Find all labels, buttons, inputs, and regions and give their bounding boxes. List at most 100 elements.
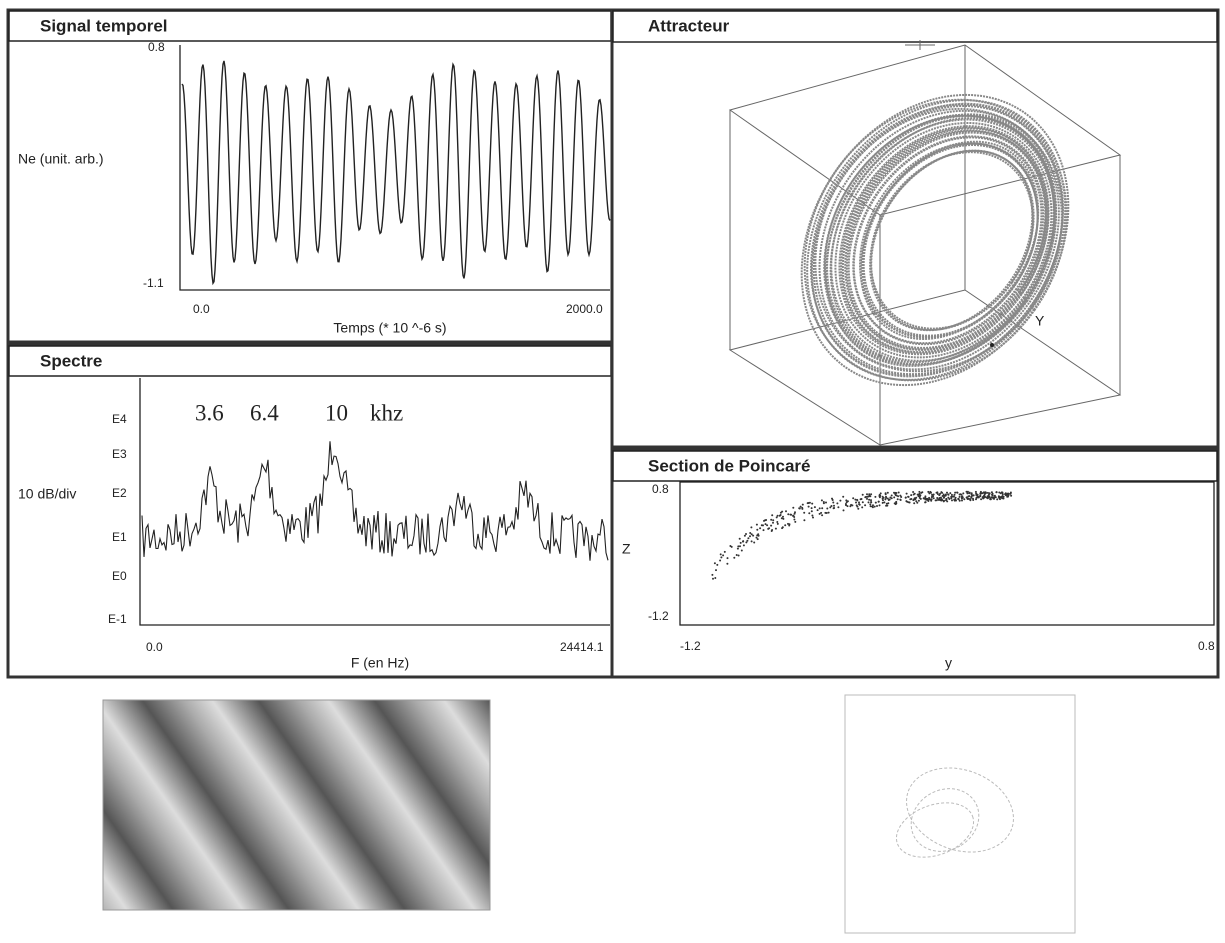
dot: [852, 497, 855, 500]
dot: [756, 538, 759, 541]
dot: [827, 511, 830, 514]
dot: [982, 495, 985, 498]
dot: [733, 556, 736, 559]
title-bar: [8, 345, 612, 377]
dot: [723, 550, 726, 553]
dot: [930, 496, 933, 499]
dot: [975, 498, 977, 501]
dot: [855, 501, 857, 504]
dot: [778, 514, 781, 517]
dot: [742, 540, 745, 543]
dot: [857, 507, 860, 510]
dot: [714, 577, 717, 579]
dot: [764, 519, 767, 522]
dot: [813, 506, 816, 509]
dot: [928, 492, 931, 495]
dot: [737, 545, 740, 548]
signal-trace: [181, 60, 611, 286]
dot: [990, 491, 993, 494]
spectrum-trace: [141, 441, 609, 561]
dot: [999, 492, 1002, 495]
dot: [780, 517, 783, 520]
poincare-points: [711, 490, 1013, 580]
dot: [839, 499, 842, 502]
y-tick-label: 0.8: [652, 482, 669, 496]
x-axis-label: F (en Hz): [351, 655, 409, 671]
dot: [954, 496, 957, 499]
dot: [998, 496, 1001, 499]
dot: [757, 534, 760, 537]
poincare-panel: [610, 448, 1220, 679]
dot: [776, 521, 779, 523]
dot: [842, 495, 845, 498]
dot: [770, 518, 773, 521]
x-tick-label: 0.0: [193, 302, 210, 316]
axes: [179, 45, 610, 291]
dot: [752, 534, 755, 537]
dot: [940, 491, 943, 494]
dot: [912, 491, 915, 493]
dot: [794, 511, 796, 514]
dot: [739, 545, 741, 548]
dot: [869, 505, 872, 508]
dot: [798, 507, 801, 510]
dot: [989, 498, 992, 501]
dot: [917, 499, 920, 502]
curve: [895, 802, 975, 858]
dot: [981, 492, 984, 495]
dot: [738, 537, 741, 540]
dot: [806, 502, 809, 505]
dot: [846, 500, 849, 503]
plot-frame: [679, 481, 1215, 626]
trajectory-loop: [870, 149, 1035, 331]
dot: [894, 502, 897, 505]
y-tick-label: -1.2: [648, 609, 669, 623]
dot: [871, 505, 874, 508]
dot: [972, 499, 975, 501]
dot: [992, 497, 995, 500]
dot: [961, 499, 963, 502]
panel-title: Attracteur: [648, 16, 730, 35]
x-tick-label: 2000.0: [566, 302, 603, 316]
dot: [966, 492, 969, 495]
dot: [985, 496, 988, 499]
dot: [870, 501, 873, 503]
dot: [792, 506, 795, 509]
dot: [782, 517, 785, 520]
dot: [808, 512, 811, 515]
dot: [928, 498, 931, 501]
dot: [967, 495, 970, 498]
dot: [998, 491, 1001, 494]
dot: [906, 500, 909, 503]
dot: [1010, 494, 1013, 497]
dot: [970, 492, 973, 495]
dot: [1006, 495, 1009, 498]
trajectory-loop: [829, 117, 1055, 364]
annotation: 10: [325, 400, 348, 425]
x-tick-label: 0.0: [146, 640, 163, 654]
dot: [833, 504, 835, 507]
dot: [965, 490, 968, 493]
dot: [918, 496, 921, 499]
dot: [811, 514, 814, 517]
dot: [917, 495, 920, 498]
attractor-panel: [610, 8, 1220, 449]
dot: [771, 514, 774, 517]
dot: [825, 501, 827, 504]
trajectory-loop: [812, 104, 1064, 376]
dot: [776, 514, 779, 517]
dot: [922, 497, 925, 500]
trajectory-loop: [806, 99, 1067, 381]
dot: [868, 498, 871, 501]
annotation: khz: [370, 400, 403, 425]
curve: [906, 767, 1014, 853]
dot: [711, 573, 714, 576]
dot: [882, 496, 885, 499]
dot: [779, 511, 782, 514]
dot: [882, 499, 884, 502]
dot: [716, 563, 719, 566]
dot: [897, 491, 900, 494]
dot: [936, 497, 939, 499]
dot: [951, 499, 953, 502]
